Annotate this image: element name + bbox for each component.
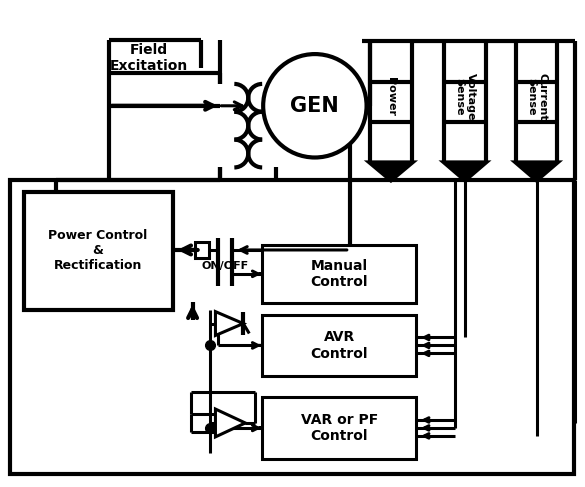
- Text: Field
Excitation: Field Excitation: [110, 43, 188, 73]
- Text: Voltage
Sense: Voltage Sense: [454, 73, 476, 121]
- Polygon shape: [215, 312, 243, 336]
- Text: Current
Sense: Current Sense: [526, 73, 548, 121]
- Polygon shape: [215, 409, 245, 437]
- Text: AVR
Control: AVR Control: [311, 330, 368, 360]
- Text: Power: Power: [386, 77, 396, 116]
- Text: VAR or PF
Control: VAR or PF Control: [301, 413, 378, 443]
- Polygon shape: [516, 163, 558, 180]
- Text: Manual
Control: Manual Control: [311, 259, 368, 289]
- Bar: [23, 192, 173, 310]
- Bar: [9, 180, 574, 474]
- Bar: [262, 315, 417, 376]
- Bar: [262, 397, 417, 459]
- Text: Power Control
&
Rectification: Power Control & Rectification: [49, 229, 148, 272]
- Bar: [262, 245, 417, 302]
- Text: GEN: GEN: [291, 96, 339, 116]
- Bar: [195, 242, 209, 258]
- Polygon shape: [444, 163, 486, 180]
- Text: ON/OFF: ON/OFF: [202, 261, 249, 271]
- Polygon shape: [370, 163, 412, 180]
- Circle shape: [263, 54, 367, 157]
